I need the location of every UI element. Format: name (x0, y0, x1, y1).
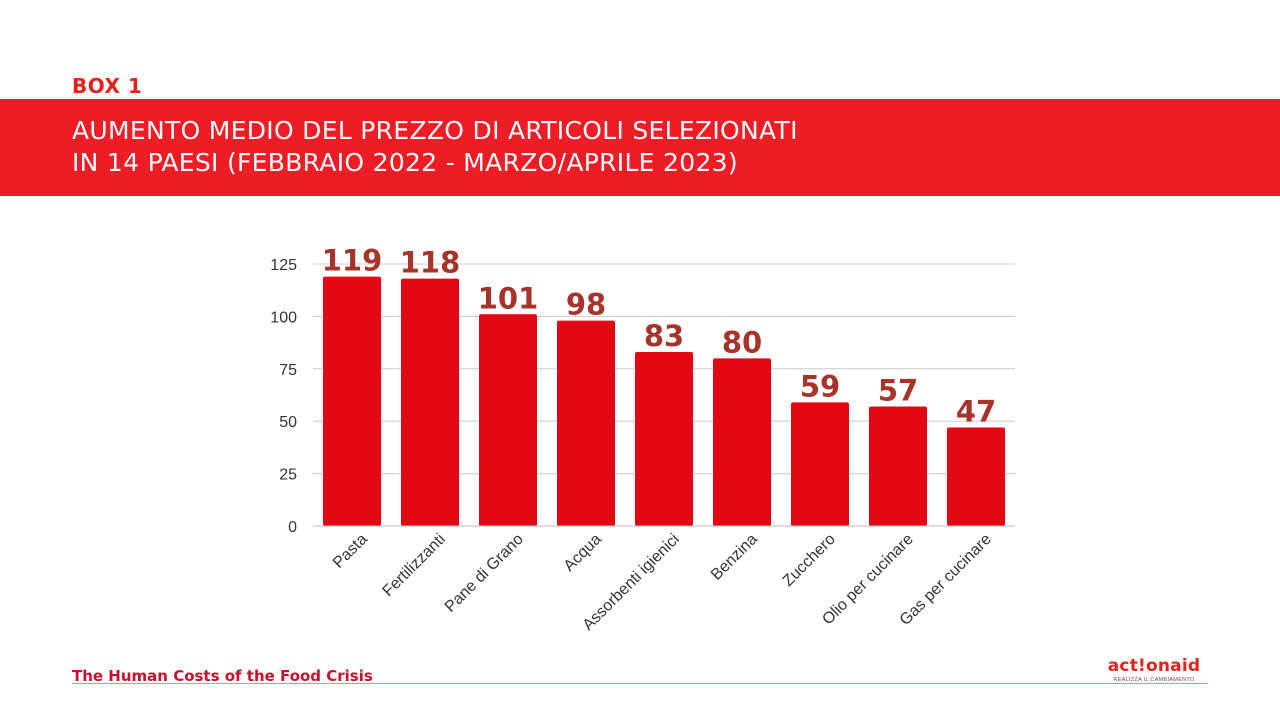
actionaid-logo: act!onaid REALIZZA IL CAMBIAMENTO (1098, 656, 1210, 684)
logo-wordmark: act!onaid (1107, 656, 1201, 676)
data-label: 47 (956, 394, 996, 428)
logo-tagline: REALIZZA IL CAMBIAMENTO (1113, 677, 1195, 683)
data-label: 59 (800, 369, 840, 403)
bar (635, 352, 693, 526)
y-tick-label: 100 (270, 309, 297, 326)
data-label: 118 (400, 246, 461, 280)
x-tick-label: Fertilizzanti (380, 531, 449, 600)
footer-divider (72, 683, 1208, 684)
chart-title-line-2: IN 14 PAESI (FEBBRAIO 2022 - MARZO/APRIL… (72, 148, 738, 177)
bar (557, 320, 615, 526)
data-label: 98 (566, 288, 606, 322)
data-label: 57 (878, 374, 918, 408)
x-tick-label: Acqua (561, 531, 605, 575)
box-label: BOX 1 (72, 74, 143, 98)
bar (323, 276, 381, 526)
chart-title-line-1: AUMENTO MEDIO DEL PREZZO DI ARTICOLI SEL… (72, 116, 798, 145)
data-label: 119 (322, 244, 383, 278)
title-band (0, 99, 1280, 196)
bar (791, 402, 849, 526)
data-label: 80 (722, 325, 762, 359)
data-label: 83 (644, 319, 684, 353)
y-tick-label: 25 (279, 467, 297, 484)
x-tick-label: Zucchero (780, 531, 839, 590)
x-tick-label: Benzina (708, 531, 761, 584)
bar (479, 314, 537, 526)
y-tick-label: 125 (270, 257, 297, 274)
bar (947, 427, 1005, 526)
bar (401, 278, 459, 526)
y-tick-label: 50 (279, 414, 297, 431)
x-tick-label: Pane di Grano (442, 531, 527, 616)
bar (869, 406, 927, 526)
y-tick-label: 0 (288, 519, 297, 536)
x-tick-label: Pasta (330, 531, 371, 572)
bar (713, 358, 771, 526)
y-tick-label: 75 (279, 362, 297, 379)
footer-title: The Human Costs of the Food Crisis (72, 667, 373, 685)
data-label: 101 (478, 281, 539, 315)
